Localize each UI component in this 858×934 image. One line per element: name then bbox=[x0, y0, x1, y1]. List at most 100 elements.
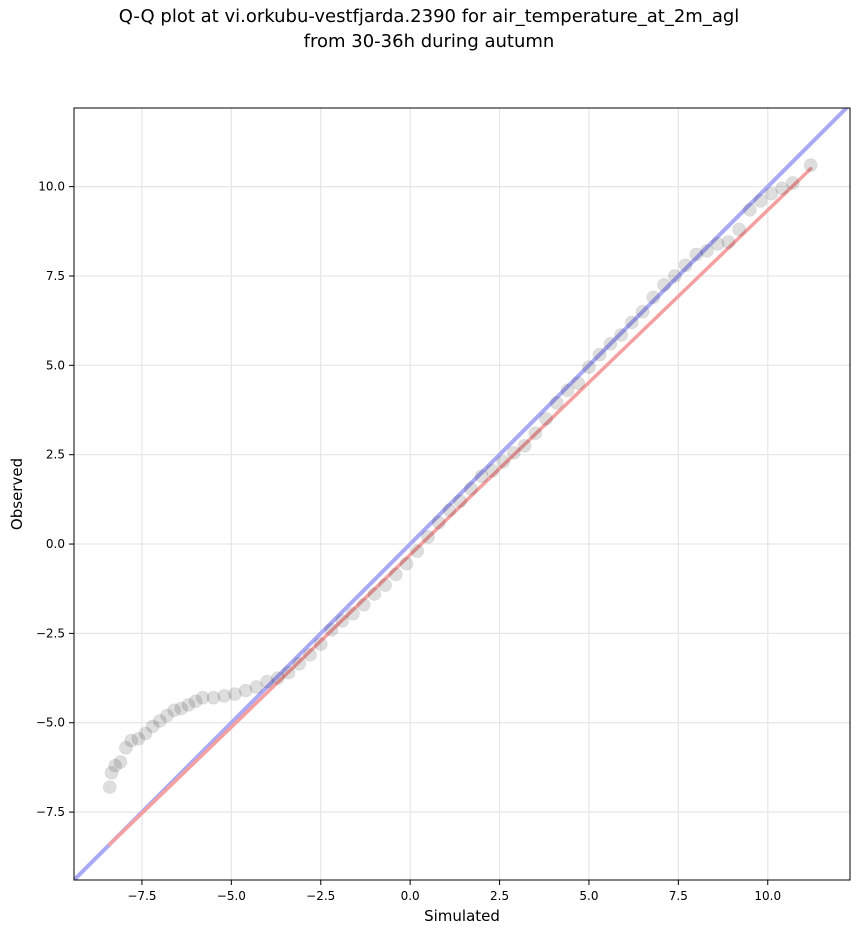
data-point bbox=[195, 690, 210, 705]
data-point bbox=[517, 438, 532, 453]
data-point bbox=[399, 556, 414, 571]
data-point bbox=[159, 708, 174, 723]
data-point bbox=[442, 503, 457, 518]
data-point bbox=[113, 755, 128, 770]
y-tick-label: 2.5 bbox=[46, 448, 65, 462]
chart-subtitle: from 30-36h during autumn bbox=[303, 31, 555, 52]
data-point bbox=[614, 327, 629, 342]
y-tick-label: 5.0 bbox=[46, 358, 65, 372]
data-point bbox=[108, 758, 123, 773]
x-tick-label: −5.0 bbox=[217, 889, 246, 903]
y-tick-label: 0.0 bbox=[46, 537, 65, 551]
data-point bbox=[721, 235, 736, 250]
data-point bbox=[592, 347, 607, 362]
data-point bbox=[335, 613, 350, 628]
data-point bbox=[785, 176, 800, 191]
data-point bbox=[324, 622, 339, 637]
data-point bbox=[356, 597, 371, 612]
data-point bbox=[421, 529, 436, 544]
data-point bbox=[764, 186, 779, 201]
data-point bbox=[131, 731, 146, 746]
data-point bbox=[560, 383, 575, 398]
data-point bbox=[345, 606, 360, 621]
data-point bbox=[581, 360, 596, 375]
x-tick-label: −7.5 bbox=[127, 889, 156, 903]
data-point bbox=[188, 694, 203, 709]
data-point bbox=[742, 202, 757, 217]
grid bbox=[74, 108, 850, 880]
data-point bbox=[775, 181, 790, 196]
data-point bbox=[388, 567, 403, 582]
data-point bbox=[410, 544, 425, 559]
data-point bbox=[474, 469, 489, 484]
data-point bbox=[657, 277, 672, 292]
data-point bbox=[152, 713, 167, 728]
data-point bbox=[181, 697, 196, 712]
data-point bbox=[485, 463, 500, 478]
data-point bbox=[145, 719, 160, 734]
data-point bbox=[260, 674, 275, 689]
data-point bbox=[378, 578, 393, 593]
data-point bbox=[635, 304, 650, 319]
data-point bbox=[496, 454, 511, 469]
x-tick-label: 0.0 bbox=[401, 889, 420, 903]
data-point bbox=[281, 665, 296, 680]
data-point bbox=[710, 236, 725, 251]
x-tick-label: 10.0 bbox=[754, 889, 781, 903]
data-point bbox=[549, 395, 564, 410]
reference-line bbox=[74, 108, 850, 880]
plot-frame bbox=[73, 107, 851, 881]
data-point bbox=[453, 494, 468, 509]
fit-line bbox=[108, 167, 813, 847]
data-point bbox=[206, 690, 221, 705]
y-tick-label: 7.5 bbox=[46, 269, 65, 283]
data-point bbox=[506, 445, 521, 460]
data-point bbox=[463, 481, 478, 496]
y-tick-label: −7.5 bbox=[36, 805, 65, 819]
data-point bbox=[217, 688, 232, 703]
data-point bbox=[138, 726, 153, 741]
data-point bbox=[249, 680, 264, 694]
data-point bbox=[292, 656, 307, 671]
reference-lines bbox=[74, 108, 850, 880]
axes: −7.5 −5.0 −2.5 0.0 2.5 5.0 7.5 10.0 −7.5 −5.0 −2.5… bbox=[36, 180, 781, 903]
data-point bbox=[699, 243, 714, 258]
y-tick-label: −2.5 bbox=[36, 626, 65, 640]
data-point bbox=[313, 637, 328, 652]
data-point bbox=[753, 193, 768, 208]
data-point bbox=[803, 158, 818, 173]
y-axis-label: Observed bbox=[8, 458, 26, 530]
data-point bbox=[528, 426, 543, 441]
data-point bbox=[227, 687, 242, 702]
data-point bbox=[689, 247, 704, 262]
data-point bbox=[367, 587, 382, 602]
data-point bbox=[174, 701, 189, 716]
y-tick-label: −5.0 bbox=[36, 716, 65, 730]
data-point bbox=[104, 765, 119, 780]
data-point bbox=[539, 411, 554, 426]
data-point bbox=[431, 515, 446, 530]
data-point bbox=[124, 733, 139, 748]
x-axis-label: Simulated bbox=[424, 907, 500, 925]
data-point bbox=[732, 222, 747, 237]
data-point bbox=[238, 683, 253, 698]
data-point bbox=[303, 647, 318, 662]
data-point bbox=[678, 258, 693, 273]
chart-title: Q-Q plot at vi.orkubu-vestfjarda.2390 fo… bbox=[118, 6, 740, 27]
data-point bbox=[102, 780, 117, 795]
x-tick-label: 2.5 bbox=[490, 889, 509, 903]
y-tick-label: 10.0 bbox=[38, 180, 65, 194]
data-point bbox=[667, 268, 682, 283]
data-point bbox=[571, 376, 586, 391]
data-point bbox=[118, 740, 133, 755]
data-point bbox=[603, 336, 618, 351]
data-point bbox=[646, 290, 661, 305]
x-tick-label: 7.5 bbox=[669, 889, 688, 903]
x-tick-label: −2.5 bbox=[306, 889, 335, 903]
data-point bbox=[167, 703, 182, 718]
data-point bbox=[270, 671, 285, 686]
data-point bbox=[624, 315, 639, 330]
data-points bbox=[102, 158, 818, 795]
